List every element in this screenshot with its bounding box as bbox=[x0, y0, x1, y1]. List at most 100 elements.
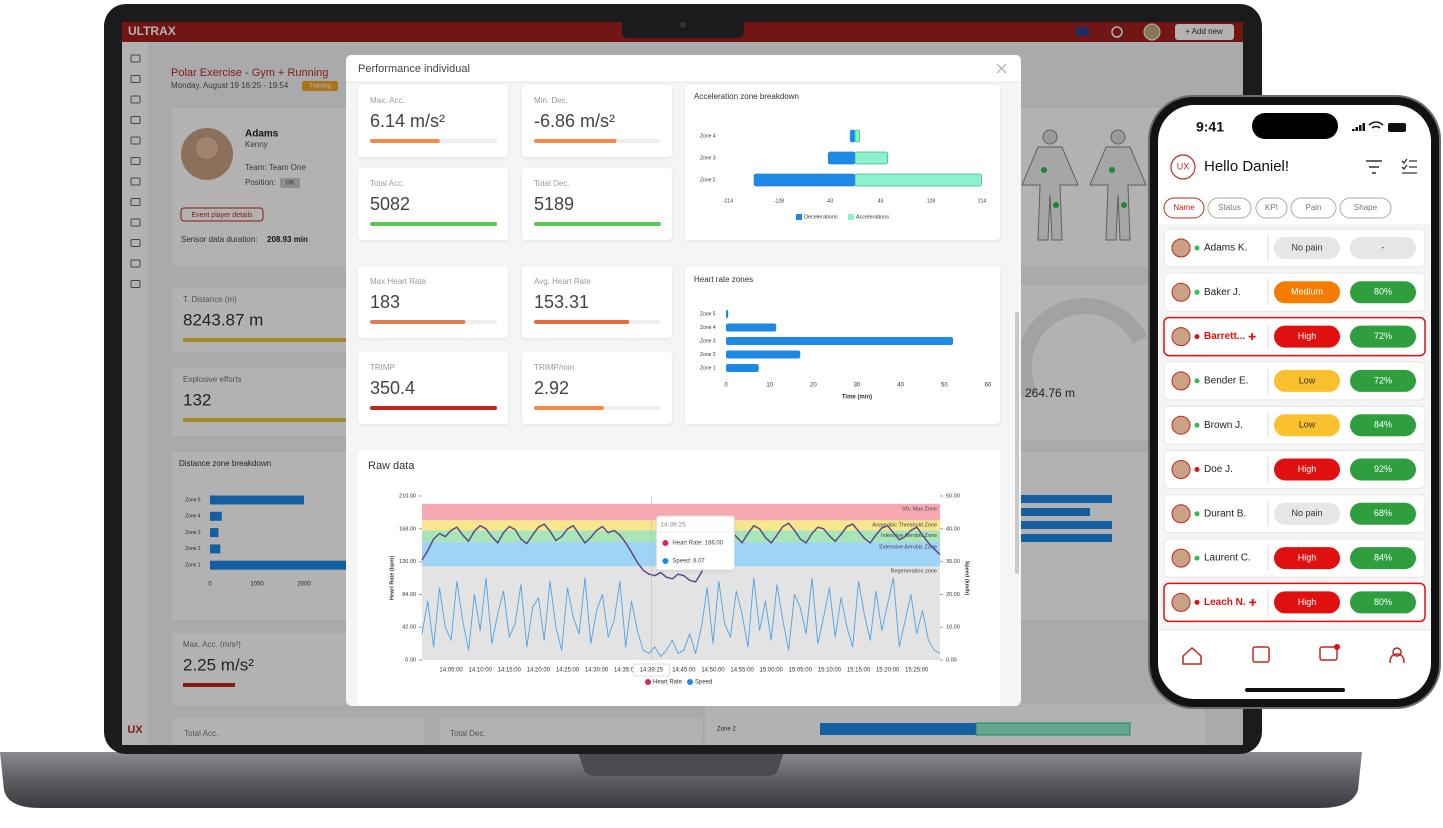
tooltip-heart-rate: Heart Rate: 166.00 bbox=[672, 541, 723, 547]
add-new-button[interactable] bbox=[1175, 24, 1234, 40]
shape-label: - bbox=[1382, 242, 1385, 252]
player-avatar bbox=[1171, 371, 1191, 391]
x-axis-label: Time (min) bbox=[842, 395, 872, 401]
gauge-value: 264.76 m bbox=[1025, 386, 1075, 400]
event-tag bbox=[302, 81, 338, 91]
close-icon[interactable] bbox=[996, 63, 1007, 74]
filter-chip[interactable] bbox=[1207, 197, 1252, 219]
stat-value: 153.31 bbox=[534, 292, 589, 312]
x-tick-label: 1000 bbox=[250, 582, 264, 588]
legend-label: Speed bbox=[695, 680, 712, 686]
filter-label: Shape bbox=[1354, 203, 1378, 212]
y-tick-label: 42.00 bbox=[402, 625, 416, 631]
footer-logo: UX bbox=[127, 724, 143, 736]
card-value: 2.25 m/s² bbox=[183, 655, 254, 674]
nav-calendar[interactable] bbox=[1252, 646, 1270, 663]
nav-messages[interactable] bbox=[1319, 646, 1338, 661]
body-figure bbox=[1089, 146, 1147, 241]
stat-label: Total Dec. bbox=[534, 179, 570, 188]
card-label: Explosive efforts bbox=[183, 375, 242, 384]
filter-chip[interactable] bbox=[1163, 197, 1205, 219]
logo: ULTRAX bbox=[128, 24, 176, 38]
tooltip-dot bbox=[662, 540, 669, 546]
x-tick-label: 14:55:00 bbox=[730, 668, 754, 674]
details-button[interactable] bbox=[180, 207, 264, 222]
total-dec: Total Dec. bbox=[450, 729, 486, 738]
sidebar-icon bbox=[130, 218, 141, 227]
x-tick-label: 15:25:00 bbox=[905, 668, 929, 674]
support-icon[interactable] bbox=[1111, 26, 1123, 38]
bar bbox=[753, 173, 856, 187]
x-tick-label: -214 bbox=[723, 198, 733, 204]
sidebar-icon bbox=[130, 280, 141, 288]
position-badge bbox=[280, 178, 300, 188]
filter-label: Status bbox=[1218, 203, 1241, 212]
bar bbox=[854, 129, 861, 143]
y-tick-label: Zone 1 bbox=[700, 365, 716, 371]
filter-icon[interactable] bbox=[1366, 160, 1382, 174]
pain-pill bbox=[1274, 325, 1340, 348]
list-icon[interactable] bbox=[1401, 158, 1417, 174]
bar bbox=[210, 560, 445, 570]
x-tick-label: 15:10:00 bbox=[818, 668, 842, 674]
progress-fill bbox=[370, 320, 466, 324]
pain-label: No pain bbox=[1291, 508, 1322, 518]
player-avatar bbox=[1171, 327, 1191, 347]
signal-bar bbox=[1359, 125, 1362, 131]
y2-axis-label: Speed (km/h) bbox=[964, 561, 970, 596]
chart-title: Heart rate zones bbox=[694, 275, 753, 284]
status-dot bbox=[1194, 245, 1200, 251]
shape-label: 80% bbox=[1374, 597, 1392, 607]
signal-bar bbox=[1355, 127, 1358, 131]
bar bbox=[210, 511, 222, 521]
y2-tick-label: 50.00 bbox=[946, 493, 960, 499]
bar bbox=[726, 337, 954, 345]
filter-chip[interactable] bbox=[1339, 197, 1392, 219]
x-tick-label: 14:20:00 bbox=[527, 668, 551, 674]
nav-home[interactable] bbox=[1182, 646, 1202, 665]
zone-label: Intensive Aerobic Zone bbox=[881, 533, 937, 539]
progress-fill bbox=[370, 222, 497, 226]
y-tick-label: Zone 1 bbox=[185, 563, 201, 569]
nav-badge bbox=[1334, 644, 1340, 650]
bg-bar bbox=[1020, 534, 1112, 542]
y2-tick-label: 40.00 bbox=[946, 526, 960, 532]
x-tick-label: 14:15:00 bbox=[498, 668, 522, 674]
shape-pill bbox=[1350, 591, 1416, 614]
player-name: Baker J. bbox=[1204, 287, 1241, 298]
shape-label: 84% bbox=[1374, 552, 1392, 562]
sidebar-icon bbox=[130, 75, 141, 83]
bar bbox=[726, 364, 759, 372]
injury-icon bbox=[1248, 333, 1256, 341]
sensor-value: 208.93 min bbox=[267, 235, 308, 244]
shape-pill bbox=[1350, 237, 1416, 259]
card-label: T. Distance (m) bbox=[183, 295, 237, 304]
player-name: Bender E. bbox=[1204, 376, 1248, 387]
filter-chip[interactable] bbox=[1255, 197, 1288, 219]
card-label: Max. Acc. (m/s²) bbox=[183, 640, 241, 649]
avatar[interactable] bbox=[1143, 23, 1161, 41]
shape-label: 80% bbox=[1374, 287, 1392, 297]
x-tick-label: -43 bbox=[826, 198, 833, 204]
filter-chip[interactable] bbox=[1290, 197, 1337, 219]
bar bbox=[726, 310, 729, 318]
y-tick-label: Zone 2 bbox=[185, 546, 201, 552]
x-tick-label: 10 bbox=[766, 383, 773, 389]
card bbox=[172, 452, 348, 620]
modal-title: Performance individual bbox=[358, 63, 470, 75]
stat-value: 5082 bbox=[370, 194, 410, 214]
stat-label: TRIMP bbox=[370, 363, 395, 372]
gauge bbox=[1015, 298, 1148, 399]
sidebar-icon bbox=[130, 198, 141, 206]
player-position: Position: bbox=[245, 178, 276, 187]
x-tick-label: 60 bbox=[985, 383, 992, 389]
status-dot bbox=[1194, 555, 1200, 561]
shape-pill bbox=[1350, 458, 1416, 481]
nav-profile[interactable] bbox=[1389, 647, 1405, 664]
x-tick-label: 14:10:00 bbox=[469, 668, 493, 674]
pain-label: High bbox=[1298, 552, 1317, 562]
bg-bar bbox=[1020, 508, 1090, 516]
zone-label: V0₂ Max Zone bbox=[902, 506, 937, 512]
y-tick-label: Zone 2 bbox=[700, 352, 716, 358]
player-list: Adams K. No pain - Baker J. Medium 80% Barrett… bbox=[1163, 228, 1426, 623]
